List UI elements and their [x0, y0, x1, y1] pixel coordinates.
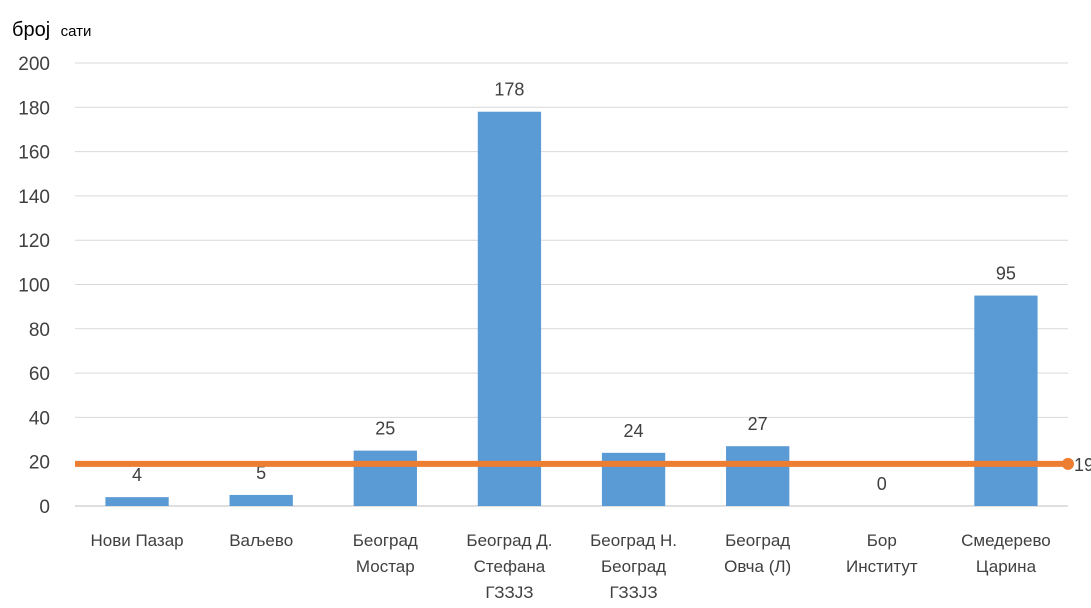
- x-category-label-line: Стефана: [474, 557, 546, 576]
- y-tick-label: 20: [29, 453, 50, 474]
- x-category-label: Смедерево Царина: [961, 531, 1051, 576]
- x-category-label: Београд Овча (Л): [724, 531, 791, 576]
- x-category-label-line: ГЗЗЈЗ: [609, 583, 657, 602]
- x-category-label-line: Београд Д.: [466, 531, 552, 550]
- x-category-label-line: Београд: [725, 531, 790, 550]
- y-tick-label: 80: [29, 320, 50, 341]
- x-category-label-line: Институт: [846, 557, 918, 576]
- y-tick-label: 60: [29, 364, 50, 385]
- bar: [477, 111, 542, 506]
- y-tick-label: 0: [39, 497, 50, 518]
- threshold-data-label: 19: [1074, 455, 1091, 475]
- x-category-label-line: Београд Н.: [590, 531, 677, 550]
- threshold-line-group: 19: [75, 455, 1091, 475]
- x-category-label: Београд Д. Стефана ГЗЗЈЗ: [466, 531, 552, 602]
- x-category-label-line: Београд: [601, 557, 666, 576]
- x-category-label: Ваљево: [229, 531, 293, 550]
- y-axis-ticks: 0 20 40 60 80 100 120 140 160 180 200: [18, 54, 50, 518]
- y-axis-title-main: број: [12, 19, 50, 41]
- y-tick-label: 160: [18, 143, 50, 164]
- y-axis-title: број сати: [12, 19, 91, 41]
- bar-data-label: 178: [494, 80, 524, 100]
- bar: [974, 295, 1038, 506]
- bar-data-label: 27: [748, 414, 768, 434]
- bar-data-label: 5: [256, 463, 266, 483]
- bar-data-label: 24: [624, 421, 644, 441]
- x-category-label-line: Мостар: [356, 557, 415, 576]
- x-category-label: Нови Пазар: [90, 531, 183, 550]
- x-category-label-line: ГЗЗЈЗ: [485, 583, 533, 602]
- x-category-label-line: Смедерево: [961, 531, 1051, 550]
- y-tick-label: 100: [18, 276, 50, 297]
- y-axis-title-sub: сати: [61, 23, 92, 40]
- bar-data-label: 95: [996, 264, 1016, 284]
- gridlines: [75, 62, 1068, 507]
- x-category-label: Београд Н. Београд ГЗЗЈЗ: [590, 531, 677, 602]
- x-category-label-line: Београд: [353, 531, 418, 550]
- bar: [353, 450, 417, 506]
- bar-data-label: 25: [375, 419, 395, 439]
- y-tick-label: 120: [18, 231, 50, 252]
- bar: [229, 494, 293, 506]
- y-tick-label: 180: [18, 98, 50, 119]
- bars: [105, 111, 1038, 506]
- y-tick-label: 40: [29, 408, 50, 429]
- y-tick-label: 140: [18, 187, 50, 208]
- x-category-label-line: Бор: [867, 531, 897, 550]
- bar: [726, 446, 790, 506]
- data-labels: 4 5 25 178 24 27 0 95: [132, 80, 1016, 494]
- x-axis-labels: Нови Пазар Ваљево Београд Мостар Београд Д. С…: [90, 531, 1050, 602]
- bar-data-label: 4: [132, 465, 142, 485]
- x-category-label: Бор Институт: [846, 531, 918, 576]
- bar-data-label: 0: [877, 474, 887, 494]
- threshold-marker: [1062, 457, 1074, 470]
- x-category-label: Београд Мостар: [353, 531, 418, 576]
- x-category-label-line: Нови Пазар: [90, 531, 183, 550]
- x-category-label-line: Овча (Л): [724, 557, 791, 576]
- bar: [105, 497, 169, 506]
- bar: [601, 452, 666, 506]
- x-category-label-line: Царина: [976, 557, 1037, 576]
- x-category-label-line: Ваљево: [229, 531, 293, 550]
- y-tick-label: 200: [18, 54, 50, 75]
